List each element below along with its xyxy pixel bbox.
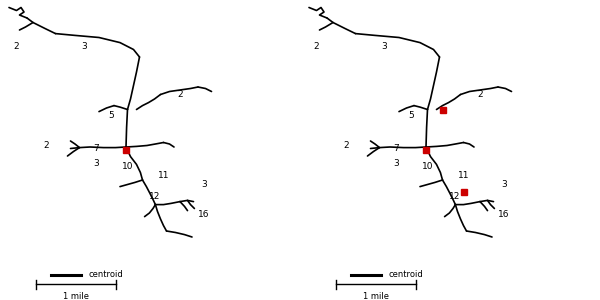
- Text: 7: 7: [393, 144, 399, 153]
- Text: 10: 10: [422, 162, 433, 171]
- Text: 3: 3: [201, 180, 207, 189]
- Text: 11: 11: [458, 171, 469, 180]
- Text: 2: 2: [314, 42, 319, 51]
- Text: 10: 10: [122, 162, 133, 171]
- Text: 1 mile: 1 mile: [363, 292, 389, 300]
- Text: 16: 16: [498, 210, 510, 219]
- Text: 3: 3: [381, 42, 387, 51]
- Text: 12: 12: [149, 192, 160, 201]
- Text: 2: 2: [477, 90, 483, 99]
- Text: 2: 2: [44, 141, 49, 150]
- Text: centroid: centroid: [89, 270, 123, 279]
- Text: 3: 3: [393, 159, 399, 168]
- Text: 5: 5: [408, 111, 414, 120]
- Text: 1 mile: 1 mile: [63, 292, 89, 300]
- Text: 12: 12: [449, 192, 460, 201]
- Text: centroid: centroid: [389, 270, 423, 279]
- Text: 5: 5: [108, 111, 114, 120]
- Text: 11: 11: [158, 171, 169, 180]
- Text: 2: 2: [344, 141, 349, 150]
- Text: 2: 2: [177, 90, 183, 99]
- Text: 3: 3: [501, 180, 507, 189]
- Text: 16: 16: [198, 210, 210, 219]
- Text: 7: 7: [93, 144, 99, 153]
- Text: 3: 3: [81, 42, 87, 51]
- Text: 2: 2: [14, 42, 19, 51]
- Text: 3: 3: [93, 159, 99, 168]
